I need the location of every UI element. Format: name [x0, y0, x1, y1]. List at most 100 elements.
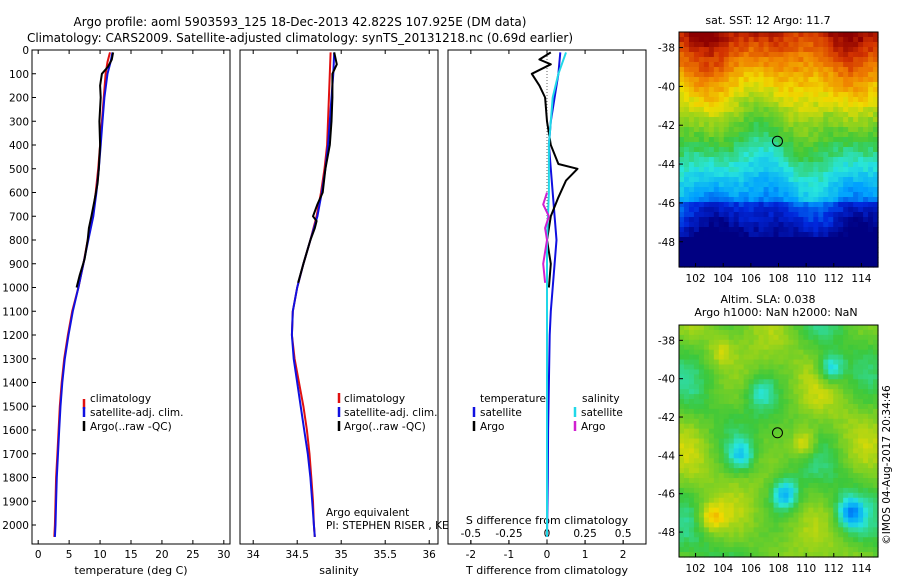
- map-cell: [733, 325, 740, 331]
- map-cell: [808, 72, 814, 78]
- map-cell: [813, 72, 819, 78]
- map-cell: [698, 157, 705, 163]
- map-cell: [873, 187, 879, 193]
- map-cell: [773, 42, 780, 48]
- map-cell: [803, 359, 809, 366]
- map-cell: [763, 257, 770, 263]
- map-cell: [683, 42, 690, 48]
- map-cell: [833, 349, 839, 356]
- map-cell: [743, 187, 750, 193]
- map-cell: [828, 217, 834, 223]
- map-cell: [858, 478, 864, 484]
- map-cell: [738, 192, 745, 198]
- map-cell: [679, 52, 685, 58]
- map-cell: [733, 262, 740, 268]
- map-cell: [718, 127, 725, 133]
- map-cell: [863, 102, 869, 108]
- map-cell: [753, 354, 760, 361]
- map-cell: [738, 487, 745, 494]
- map-cell: [873, 217, 879, 223]
- map-cell: [728, 92, 735, 98]
- map-cell: [683, 325, 690, 331]
- map-cell: [718, 132, 725, 138]
- map-cell: [823, 112, 829, 118]
- map-cell: [758, 334, 765, 341]
- map-cell: [758, 364, 765, 371]
- map-cell: [838, 92, 844, 98]
- map-cell: [868, 394, 874, 400]
- map-cell: [763, 334, 770, 341]
- map-cell: [738, 252, 745, 258]
- y-tick-label: 100: [9, 69, 29, 81]
- map-cell: [823, 67, 829, 73]
- map-cell: [698, 182, 705, 188]
- map-cell: [768, 102, 775, 108]
- map-cell: [758, 438, 765, 445]
- map-cell: [713, 32, 720, 38]
- map-cell: [738, 448, 745, 454]
- map-cell: [748, 107, 755, 113]
- map-cell: [778, 389, 785, 395]
- map-cell: [828, 147, 834, 153]
- map-cell: [838, 359, 844, 366]
- map-cell: [823, 237, 829, 243]
- map-cell: [793, 122, 799, 128]
- map-cell: [718, 102, 725, 108]
- map-cell: [683, 502, 690, 509]
- map-cell: [848, 137, 854, 143]
- map-cell: [683, 344, 690, 351]
- map-cell: [798, 242, 804, 248]
- map-cell: [848, 172, 854, 178]
- y-tick-label: 1700: [2, 449, 29, 461]
- map-cell: [798, 247, 804, 253]
- map-cell: [833, 77, 839, 83]
- map-cell: [868, 147, 874, 153]
- map-cell: [828, 334, 834, 341]
- map-cell: [788, 167, 795, 173]
- map-cell: [698, 162, 705, 168]
- map-cell: [833, 443, 839, 450]
- map-cell: [803, 517, 809, 524]
- map-cell: [753, 142, 760, 148]
- map-cell: [853, 177, 859, 183]
- map-cell: [863, 47, 869, 53]
- map-cell: [703, 77, 710, 83]
- map-cell: [713, 237, 720, 243]
- map-cell: [838, 237, 844, 243]
- map-cell: [773, 448, 780, 454]
- map-cell: [679, 478, 685, 484]
- map-cell: [873, 369, 879, 375]
- map-cell: [698, 237, 705, 243]
- map-cell: [818, 117, 824, 123]
- map-cell: [758, 142, 765, 148]
- map-cell: [768, 349, 775, 356]
- map-cell: [703, 222, 710, 228]
- map-cell: [718, 497, 725, 504]
- map-cell: [833, 399, 839, 405]
- map-cell: [728, 32, 735, 38]
- map-cell: [788, 369, 795, 375]
- map-cell: [723, 433, 730, 440]
- map-cell: [818, 62, 824, 68]
- map-cell: [758, 512, 765, 519]
- map-cell: [683, 334, 690, 341]
- map-cell: [728, 137, 735, 143]
- map-cell: [833, 52, 839, 58]
- map-cell: [803, 167, 809, 173]
- map-cell: [848, 329, 854, 336]
- map-cell: [718, 349, 725, 356]
- map-cell: [768, 517, 775, 524]
- map-cell: [873, 197, 879, 203]
- map-cell: [758, 52, 765, 58]
- map-cell: [763, 177, 770, 183]
- map-cell: [713, 132, 720, 138]
- map-cell: [723, 547, 730, 553]
- map-cell: [818, 87, 824, 93]
- map-cell: [738, 403, 745, 410]
- map-cell: [858, 67, 864, 73]
- map-cell: [768, 117, 775, 123]
- map-cell: [848, 42, 854, 48]
- map-cell: [679, 252, 685, 258]
- map-cell: [728, 413, 735, 420]
